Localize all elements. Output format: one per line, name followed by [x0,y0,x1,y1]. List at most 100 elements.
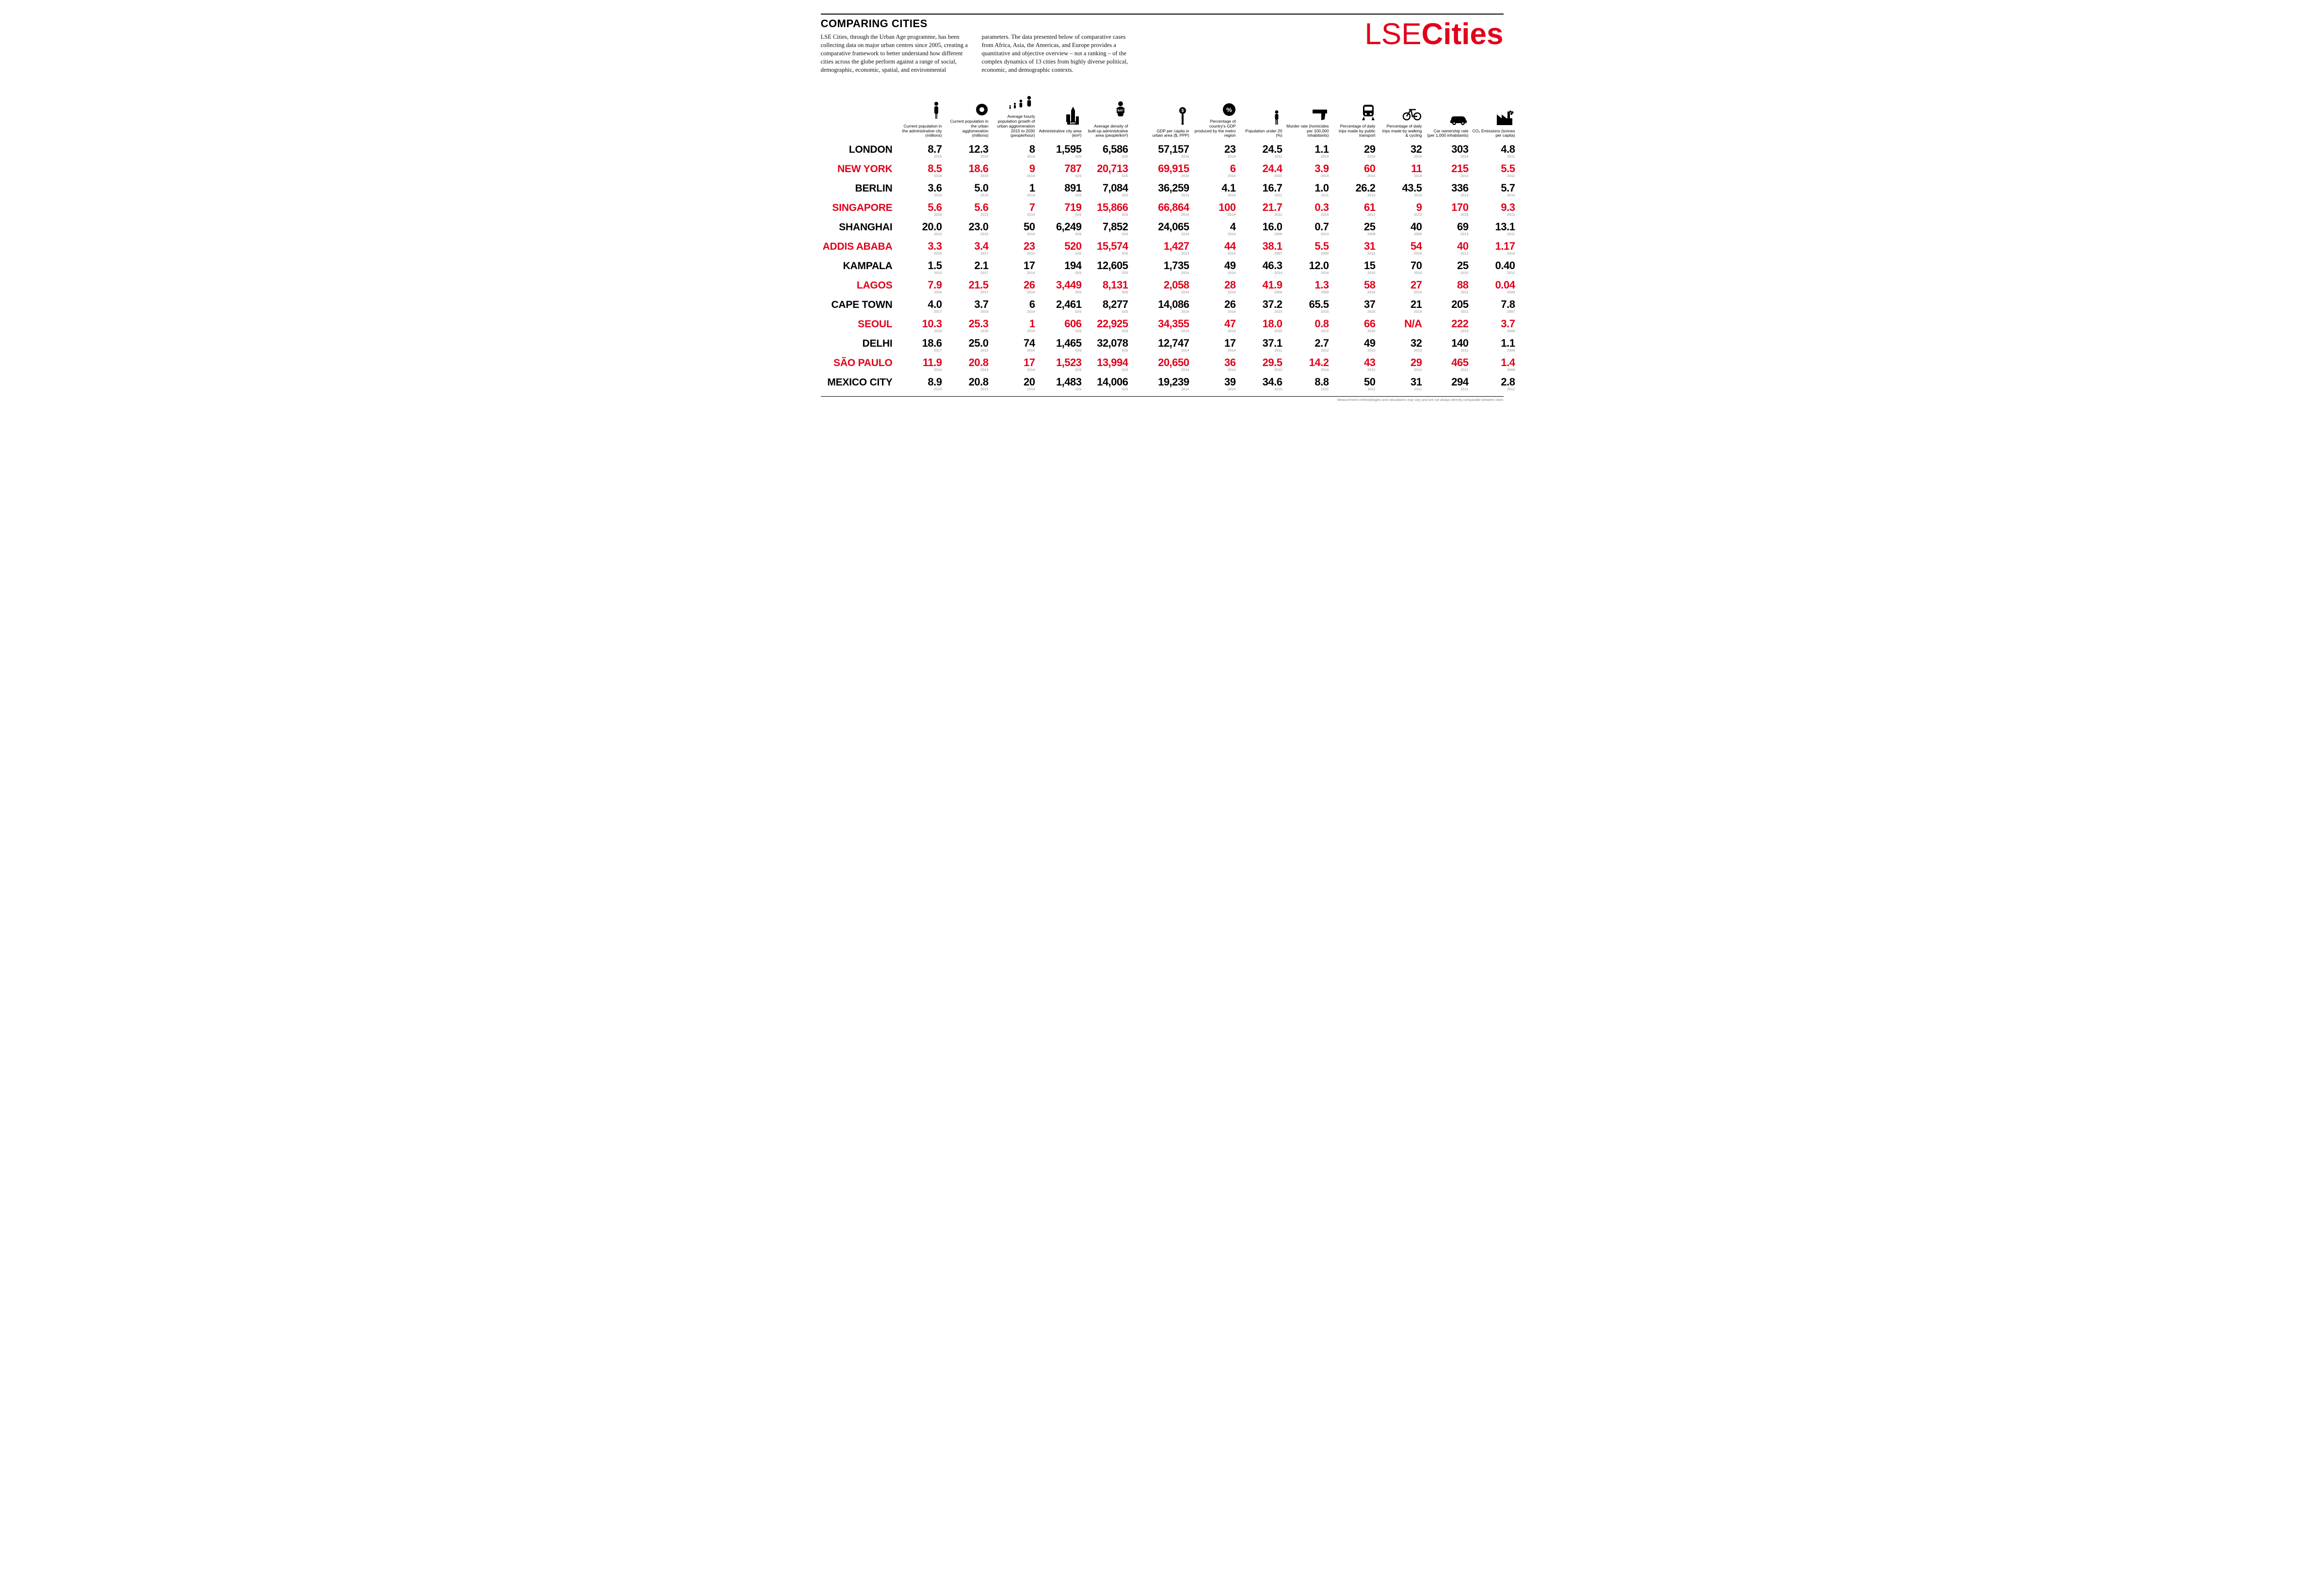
cell-year: 2014 [992,388,1035,391]
cell-value: 43.5 [1378,183,1422,193]
col-label: Current population in the administrative… [899,124,942,138]
cell-value: 5.7 [1472,183,1515,193]
cell-year: 2014 [1146,175,1189,178]
cell-year: 2010 [898,388,942,391]
cell-year: GIS [1038,252,1082,256]
col-header-pop_admin: Current population in the administrative… [898,92,945,138]
cell-value: 1,427 [1146,241,1189,252]
cell-year: 2012 [1239,213,1282,217]
cell-year: 2014 [1192,272,1236,275]
cell-value: 606 [1038,319,1082,329]
cell-year: 2009 [1285,291,1329,294]
cell-year: 2015 [1425,213,1469,217]
cell-value: 69 [1425,222,1469,232]
cell-value: 37 [1332,299,1376,310]
cell-year: GIS [1085,369,1128,372]
cell-value: 7 [992,202,1035,213]
cell-value: 1,735 [1146,260,1189,271]
cell-year: GIS [1038,291,1082,294]
cell-year: 2010 [1239,388,1282,391]
cell-year: 2015 [1378,310,1422,314]
city-name: LONDON [821,144,898,156]
cell-year: 2009 [1332,233,1376,236]
cell-year: 2014 [1192,330,1236,333]
cell-year: 2017 [945,272,989,275]
cell: 372015 [1332,299,1378,314]
cell-year: 2015 [945,175,989,178]
cell: 3362013 [1425,183,1472,197]
cell-value: 719 [1038,202,1082,213]
cell-year: 2012 [1285,349,1329,353]
cell: 2942011 [1425,377,1472,391]
cell-value: 27 [1378,280,1422,290]
cell-year: GIS [1038,388,1082,391]
cell: 542010 [1378,241,1425,256]
cell: 292014 [1332,144,1378,159]
cell: 14,006GIS [1085,377,1131,391]
cell: 2.12017 [945,260,992,275]
cell-year: 2015 [898,194,942,197]
cell-year: GIS [1038,310,1082,314]
cell-value: 25.0 [945,338,989,349]
city-name: CAPE TOWN [821,299,898,311]
cell: 12,605GIS [1085,260,1131,275]
cell-value: 0.7 [1285,222,1329,232]
cell: 21.52017 [945,280,992,294]
cell-value: 34,355 [1146,319,1189,329]
cell: 4652011 [1425,357,1472,372]
cell: 12014 [992,319,1038,333]
cell: 14.22014 [1285,357,1332,372]
cell-year: GIS [1038,349,1082,353]
cell-value: 2.1 [945,260,989,271]
cell-value: 37.1 [1239,338,1282,349]
city-name: MEXICO CITY [821,377,898,388]
cell: 502014 [992,222,1038,236]
cell-year: 2015 [945,233,989,236]
cell-year: 2011 [1239,349,1282,353]
cell-year: GIS [1038,213,1082,217]
cell-year: 2014 [1285,369,1329,372]
cell-value: 69,915 [1146,163,1189,174]
cell-value: 5.6 [945,202,989,213]
cell-year: 2000 [1285,252,1329,256]
cell: 37.22015 [1239,299,1285,314]
cell-value: 36,259 [1146,183,1189,193]
cell-year: 2017 [945,291,989,294]
cell: 8,277GIS [1085,299,1131,314]
cell-value: 21 [1378,299,1422,310]
cell: 34,3552014 [1146,319,1192,333]
cell-value: 1,483 [1038,377,1082,387]
cell-year: 2014 [992,175,1035,178]
cell-value: 2,058 [1146,280,1189,290]
cell: 26.22013 [1332,183,1378,197]
col-label: CO₂ Emissions (tonnes per capita) [1473,129,1515,139]
cell-value: 7,852 [1085,222,1128,232]
cell-year: 2015 [1239,330,1282,333]
table-row: LAGOS7.9201621.520172620143,449GIS8,131G… [821,277,1504,296]
cell: 2222013 [1425,319,1472,333]
cell-value: 58 [1332,280,1376,290]
bike-icon [1379,92,1422,121]
cell-value: 49 [1332,338,1376,349]
cell: 402012 [1425,241,1472,256]
cell-value: 46.3 [1239,260,1282,271]
col-label: Population under 20 (%) [1240,129,1282,139]
cell-year: 2007 [1239,252,1282,256]
cell: 8,131GIS [1085,280,1131,294]
cell-year: 2008 [1472,349,1515,353]
cell: 11.92014 [898,357,945,372]
density-icon [1086,92,1128,121]
cell-value: 43 [1332,357,1376,368]
cell: 42014 [1192,222,1239,236]
cell-value: 32,078 [1085,338,1128,349]
train-icon [1333,92,1376,121]
city-name: NEW YORK [821,163,898,175]
cell: 262014 [992,280,1038,294]
cell-year: 2014 [945,369,989,372]
cell: 5.52000 [1285,241,1332,256]
cell-value: 29 [1332,144,1376,155]
cell-value: 11 [1378,163,1422,174]
cell: 20,6502014 [1146,357,1192,372]
cell-value: 1 [992,319,1035,329]
cell: 3032014 [1425,144,1472,159]
